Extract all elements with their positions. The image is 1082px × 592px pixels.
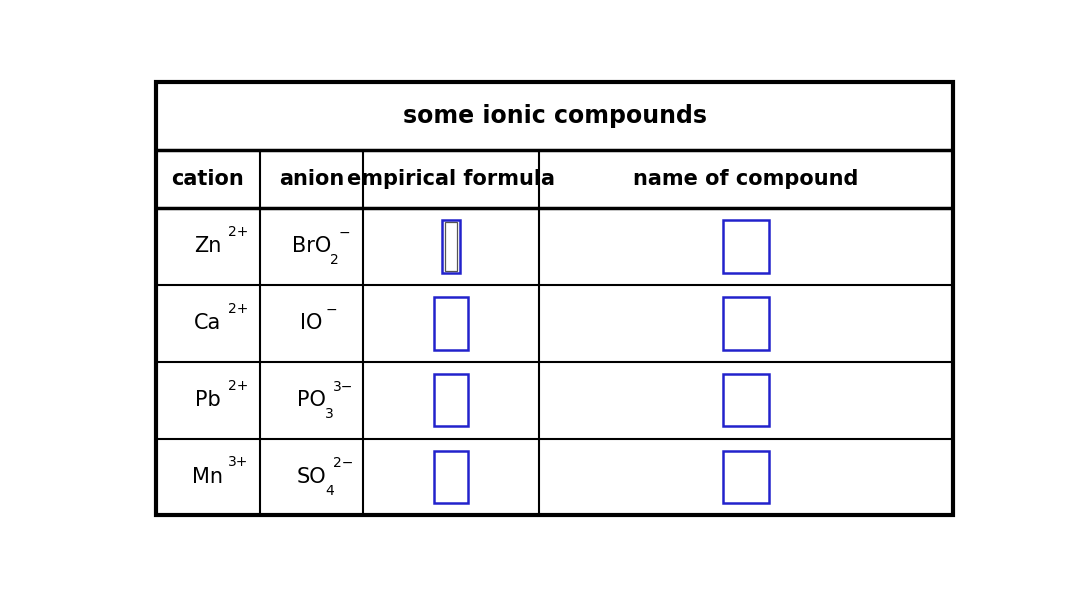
Text: 2+: 2+ — [228, 379, 249, 392]
Bar — [723, 220, 769, 273]
Text: some ionic compounds: some ionic compounds — [403, 104, 707, 128]
Bar — [441, 220, 460, 273]
Bar — [445, 222, 457, 271]
Text: 3+: 3+ — [228, 455, 249, 469]
Bar — [723, 374, 769, 426]
Text: anion: anion — [279, 169, 344, 189]
Text: empirical formula: empirical formula — [347, 169, 555, 189]
Text: Zn: Zn — [195, 236, 222, 256]
Bar — [434, 451, 467, 503]
Text: −: − — [339, 226, 349, 240]
Text: 2+: 2+ — [228, 225, 249, 239]
Text: 3−: 3− — [333, 379, 354, 394]
Text: IO: IO — [301, 313, 322, 333]
Text: −: − — [326, 303, 338, 317]
Text: PO: PO — [298, 390, 326, 410]
Text: 2+: 2+ — [228, 302, 249, 316]
Bar — [723, 297, 769, 349]
Text: 2−: 2− — [333, 456, 354, 471]
Text: 3: 3 — [325, 407, 333, 421]
Text: cation: cation — [172, 169, 245, 189]
Text: Pb: Pb — [195, 390, 221, 410]
Text: BrO: BrO — [292, 236, 331, 256]
Text: Ca: Ca — [195, 313, 222, 333]
Bar — [723, 451, 769, 503]
Text: SO: SO — [296, 467, 327, 487]
Bar — [434, 297, 467, 349]
Bar — [434, 374, 467, 426]
Text: 2: 2 — [330, 253, 339, 267]
Text: 4: 4 — [325, 484, 333, 498]
Text: Mn: Mn — [193, 467, 224, 487]
Text: name of compound: name of compound — [633, 169, 858, 189]
